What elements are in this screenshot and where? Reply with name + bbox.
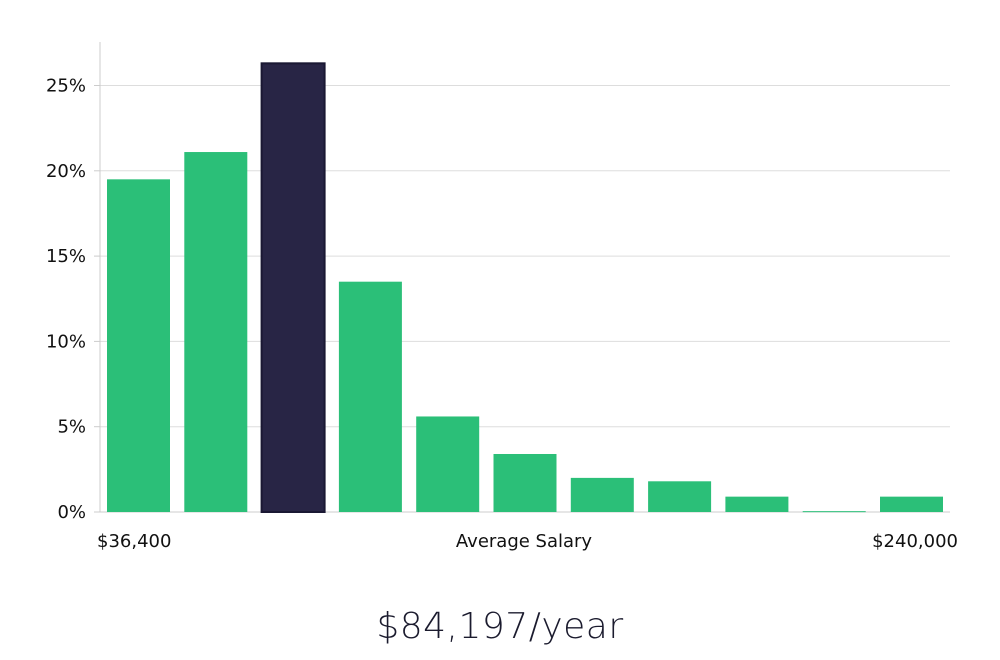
y-tick-label: 5% xyxy=(57,417,86,438)
y-tick-label: 25% xyxy=(46,76,86,97)
histogram-bar[interactable] xyxy=(725,496,789,512)
average-salary-headline: $84,197/year xyxy=(376,606,624,647)
histogram-bar[interactable] xyxy=(648,481,712,512)
histogram-bar-highlighted[interactable] xyxy=(260,62,326,514)
y-tick-label: 10% xyxy=(46,331,86,352)
y-tick-label: 0% xyxy=(57,502,86,523)
x-axis-title: Average Salary xyxy=(456,531,593,552)
x-max-label: $240,000 xyxy=(872,531,958,552)
histogram-bar[interactable] xyxy=(338,281,402,512)
y-tick-label: 20% xyxy=(46,161,86,182)
histogram-bar[interactable] xyxy=(184,152,248,512)
salary-distribution-chart: 0%5%10%15%20%25% $36,400 Average Salary … xyxy=(46,42,958,552)
y-tick-label: 15% xyxy=(46,246,86,267)
histogram-bar[interactable] xyxy=(802,511,866,513)
histogram-bar[interactable] xyxy=(880,496,943,512)
histogram-bar[interactable] xyxy=(493,453,557,512)
histogram-bar[interactable] xyxy=(107,179,170,512)
histogram-bar[interactable] xyxy=(416,416,480,512)
histogram-bar[interactable] xyxy=(570,477,634,512)
x-min-label: $36,400 xyxy=(97,531,171,552)
